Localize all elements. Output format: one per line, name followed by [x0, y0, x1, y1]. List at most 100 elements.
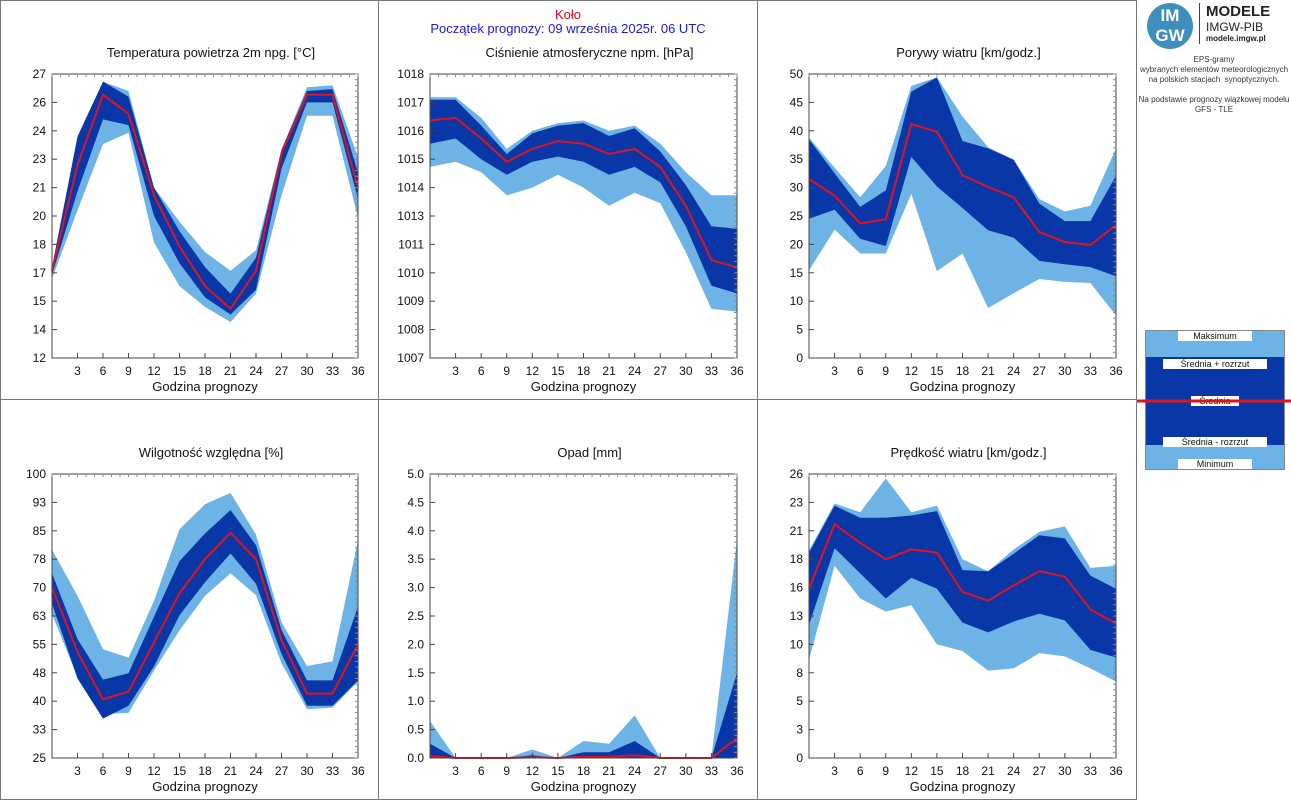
y-tick-label: 55	[33, 637, 47, 651]
y-tick-label: 48	[33, 666, 47, 680]
x-tick-label: 30	[1058, 764, 1072, 778]
x-tick-label: 21	[224, 364, 238, 378]
y-tick-label: 2.5	[407, 609, 424, 623]
x-tick-label: 21	[602, 764, 616, 778]
x-tick-label: 12	[526, 764, 540, 778]
x-tick-label: 33	[1084, 364, 1098, 378]
x-tick-label: 36	[1109, 364, 1123, 378]
y-tick-label: 1017	[397, 95, 424, 109]
station-name: Koło	[554, 7, 582, 22]
x-tick-label: 12	[147, 764, 161, 778]
x-tick-label: 21	[981, 764, 995, 778]
x-tick-label: 30	[679, 764, 693, 778]
y-tick-label: 4.0	[407, 524, 424, 538]
forecast-start: Początek prognozy: 09 września 2025r. 06…	[430, 21, 706, 36]
plot-area	[430, 474, 737, 758]
x-tick-label: 3	[74, 364, 81, 378]
y-tick-label: 78	[33, 552, 47, 566]
x-tick-label: 6	[100, 764, 107, 778]
y-tick-label: 1009	[397, 294, 424, 308]
x-axis-label: Godzina prognozy	[910, 379, 1016, 394]
x-tick-label: 36	[351, 364, 365, 378]
y-tick-label: 21	[33, 181, 47, 195]
x-tick-label: 6	[478, 364, 485, 378]
y-tick-label: 1018	[397, 67, 424, 81]
y-tick-label: 40	[33, 694, 47, 708]
description-line: Na podstawie prognozy wiązkowej modelu	[1138, 95, 1290, 104]
x-axis-label: Godzina prognozy	[531, 779, 637, 794]
y-tick-label: 63	[33, 609, 47, 623]
x-tick-label: 30	[679, 364, 693, 378]
x-axis-label: Godzina prognozy	[531, 379, 637, 394]
x-tick-label: 3	[452, 364, 459, 378]
imgw-logo-mark: IM GW	[1147, 3, 1193, 49]
x-tick-label: 9	[882, 764, 889, 778]
x-tick-label: 24	[249, 764, 263, 778]
legend-mean-minus-label: Średnia - rozrzut	[1163, 437, 1267, 447]
x-tick-label: 36	[730, 764, 744, 778]
x-tick-label: 33	[326, 364, 340, 378]
x-tick-label: 36	[730, 364, 744, 378]
y-tick-label: 18	[33, 237, 47, 251]
x-tick-label: 27	[654, 764, 668, 778]
x-tick-label: 9	[503, 364, 510, 378]
description: EPS-gramy wybranych elementów meteorolog…	[1137, 55, 1291, 115]
chart-2: 1007 1008 1009 1010 1011 1013 1014 1015 1016 1017…	[397, 45, 744, 394]
y-tick-label: 93	[33, 495, 47, 509]
y-tick-label: 1.5	[407, 666, 424, 680]
y-tick-label: 21	[790, 524, 804, 538]
y-tick-label: 20	[33, 209, 47, 223]
y-tick-label: 24	[33, 124, 47, 138]
x-tick-label: 27	[1033, 764, 1047, 778]
x-tick-label: 18	[198, 764, 212, 778]
y-tick-label: 0	[796, 351, 803, 365]
x-tick-label: 24	[1007, 364, 1021, 378]
y-tick-label: 12	[33, 351, 47, 365]
x-axis-label: Godzina prognozy	[152, 379, 258, 394]
x-tick-label: 24	[628, 764, 642, 778]
y-tick-label: 1014	[397, 181, 424, 195]
y-tick-label: 0.5	[407, 723, 424, 737]
chart-title: Temperatura powietrza 2m npg. [°C]	[107, 45, 315, 60]
x-tick-label: 15	[930, 764, 944, 778]
logo-subtitle: IMGW-PIB	[1206, 20, 1264, 34]
x-tick-label: 3	[452, 764, 459, 778]
x-tick-label: 3	[74, 764, 81, 778]
x-tick-label: 30	[300, 764, 314, 778]
y-tick-label: 25	[33, 751, 47, 765]
y-tick-label: 1008	[397, 323, 424, 337]
x-tick-label: 12	[905, 364, 919, 378]
x-axis-label: Godzina prognozy	[910, 779, 1016, 794]
x-tick-label: 15	[551, 764, 565, 778]
x-tick-label: 9	[503, 764, 510, 778]
forecast-header: Koło Początek prognozy: 09 września 2025…	[379, 8, 757, 36]
y-tick-label: 3	[796, 723, 803, 737]
x-tick-label: 27	[1033, 364, 1047, 378]
x-tick-label: 27	[654, 364, 668, 378]
x-tick-label: 36	[351, 764, 365, 778]
y-tick-label: 1007	[397, 351, 424, 365]
chart-title: Ciśnienie atmosferyczne npm. [hPa]	[485, 45, 693, 60]
y-tick-label: 20	[790, 237, 804, 251]
y-tick-label: 33	[33, 723, 47, 737]
x-tick-label: 3	[831, 764, 838, 778]
x-tick-label: 18	[577, 764, 591, 778]
y-tick-label: 1013	[397, 209, 424, 223]
description-line: na polskich stacjach synoptycznych.	[1148, 75, 1280, 84]
x-tick-label: 15	[930, 364, 944, 378]
x-tick-label: 12	[905, 764, 919, 778]
mean-line	[51, 531, 359, 701]
y-tick-label: 26	[33, 95, 47, 109]
mean-line	[429, 116, 738, 269]
x-tick-label: 9	[125, 764, 132, 778]
y-tick-label: 70	[33, 581, 47, 595]
y-tick-label: 50	[790, 67, 804, 81]
y-tick-label: 23	[33, 152, 47, 166]
y-tick-label: 5	[796, 323, 803, 337]
chart-title: Prędkość wiatru [km/godz.]	[890, 445, 1046, 460]
legend-max-label: Maksimum	[1178, 331, 1252, 341]
mean-line	[808, 522, 1117, 625]
y-tick-label: 1010	[397, 266, 424, 280]
x-tick-label: 21	[224, 764, 238, 778]
